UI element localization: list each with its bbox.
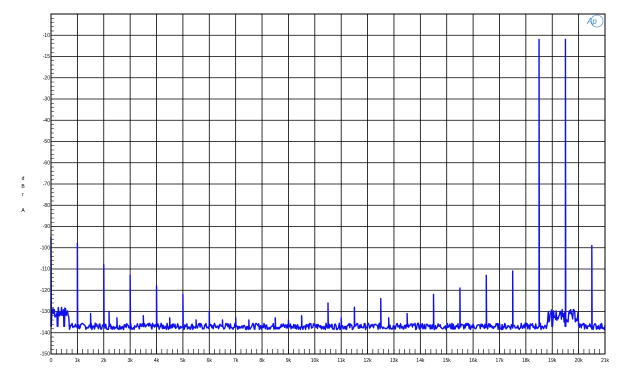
y-tick-label-13: -130 xyxy=(40,309,50,315)
y-tick-label-12: -120 xyxy=(40,288,50,294)
x-axis-tick-labels: 0 1k 2k 3k 4k 5k 6k 7k 8k 9k 10k 11k 12k 13k 14k 15k 16k… xyxy=(50,358,610,364)
x-tick-label-12: 12k xyxy=(364,358,373,364)
x-tick-label-20: 20k xyxy=(575,358,584,364)
x-tick-label-1: 1k xyxy=(75,358,81,364)
x-tick-label-9: 9k xyxy=(286,358,292,364)
x-tick-label-13: 13k xyxy=(390,358,399,364)
y-axis-title-letter: B xyxy=(21,184,25,190)
y-tick-label-6: -60 xyxy=(43,160,50,166)
x-tick-label-5: 5k xyxy=(180,358,186,364)
x-tick-label-17: 17k xyxy=(495,358,504,364)
minor-ticks xyxy=(50,18,606,354)
x-tick-label-7: 7k xyxy=(233,358,239,364)
x-tick-label-3: 3k xyxy=(128,358,134,364)
x-tick-label-8: 8k xyxy=(259,358,265,364)
y-axis-tick-labels: -10 -15 -20 -30 -40 -50 -60 -70 -80 -90 -100 -110 -1… xyxy=(40,33,50,358)
y-tick-label-10: -100 xyxy=(40,245,50,251)
x-tick-label-11: 11k xyxy=(337,358,345,364)
x-tick-label-0: 0 xyxy=(50,358,53,364)
y-tick-label-0: -10 xyxy=(43,33,50,39)
y-tick-label-4: -40 xyxy=(43,118,50,124)
x-tick-label-2: 2k xyxy=(101,358,107,364)
x-tick-label-14: 14k xyxy=(416,358,425,364)
y-axis-title-letter: r xyxy=(22,192,24,198)
y-tick-label-8: -80 xyxy=(43,203,50,209)
x-tick-label-21: 21k xyxy=(601,358,610,364)
y-tick-label-2: -20 xyxy=(43,75,50,81)
y-tick-label-11: -110 xyxy=(40,267,50,273)
plot-frame xyxy=(50,13,606,355)
y-tick-label-3: -30 xyxy=(43,97,50,103)
y-tick-label-5: -50 xyxy=(43,139,50,145)
y-tick-label-7: -70 xyxy=(43,182,50,188)
series-line xyxy=(50,38,606,331)
x-tick-label-15: 15k xyxy=(443,358,452,364)
y-tick-label-9: -90 xyxy=(43,224,50,230)
x-tick-label-6: 6k xyxy=(207,358,213,364)
audio-precision-logo: Ap xyxy=(586,17,597,26)
y-axis-title: dBr A xyxy=(21,176,25,214)
x-tick-label-18: 18k xyxy=(522,358,531,364)
y-axis-title-letter: d xyxy=(22,176,25,182)
y-tick-label-14: -140 xyxy=(40,330,50,336)
y-tick-label-15: -150 xyxy=(40,352,50,358)
logo-ring xyxy=(590,14,604,28)
x-tick-label-4: 4k xyxy=(154,358,160,364)
x-tick-label-19: 19k xyxy=(548,358,557,364)
y-tick-label-1: -15 xyxy=(43,54,50,60)
x-tick-label-16: 16k xyxy=(469,358,478,364)
y-axis-title-letter: A xyxy=(21,208,25,214)
x-tick-label-10: 10k xyxy=(311,358,320,364)
